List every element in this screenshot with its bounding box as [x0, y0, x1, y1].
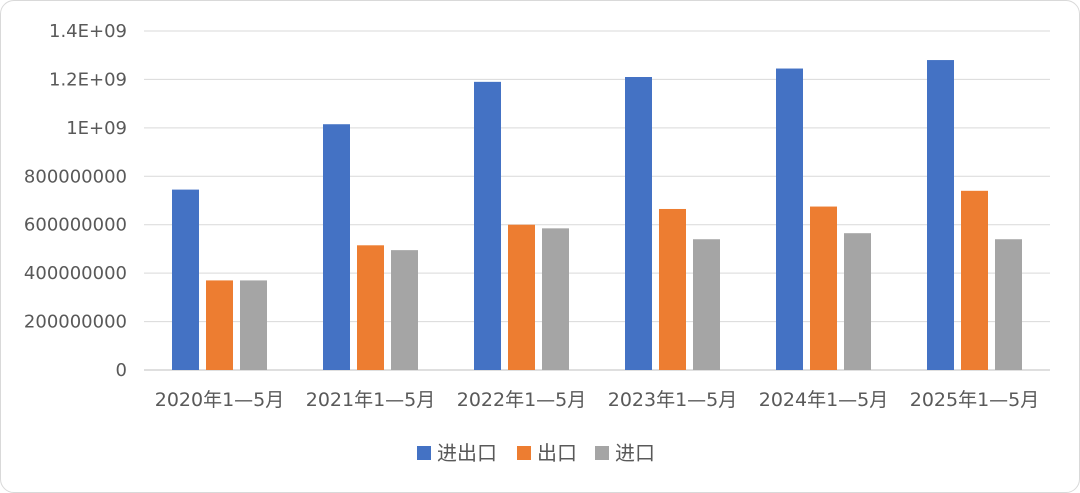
bar-export [206, 280, 233, 370]
bars [172, 60, 1022, 371]
y-tick-label: 1.4E+09 [49, 21, 127, 42]
bar-import-export [625, 77, 652, 370]
x-category-label: 2021年1—5月 [306, 389, 436, 411]
bar-export [357, 245, 384, 370]
legend-label: 出口 [537, 441, 577, 465]
y-tick-label: 800000000 [24, 166, 127, 187]
bar-import [391, 250, 418, 370]
bar-import [542, 228, 569, 370]
x-category-label: 2025年1—5月 [910, 389, 1040, 411]
x-category-label: 2024年1—5月 [759, 389, 889, 411]
legend-swatch [417, 446, 431, 460]
x-category-label: 2023年1—5月 [608, 389, 738, 411]
x-category-label: 2020年1—5月 [155, 389, 285, 411]
bar-import-export [172, 189, 199, 370]
legend-label: 进出口 [437, 441, 497, 465]
bar-import-export [927, 60, 954, 371]
legend-swatch [595, 446, 609, 460]
bar-import-export [474, 81, 501, 370]
bar-import [995, 239, 1022, 370]
bar-import [240, 280, 267, 370]
gridlines [144, 30, 1050, 371]
x-category-label: 2022年1—5月 [457, 389, 587, 411]
legend-swatch [517, 446, 531, 460]
bar-import-export [776, 68, 803, 371]
legend: 进出口 出口 进口 [417, 441, 655, 465]
bar-export [659, 208, 686, 370]
bar-export [508, 224, 535, 370]
y-axis-ticks: 0 200000000 400000000 600000000 800000000 1E+… [24, 21, 127, 381]
bar-export [961, 190, 988, 370]
y-tick-label: 400000000 [24, 263, 127, 284]
bar-import [844, 233, 871, 370]
y-tick-label: 0 [116, 360, 127, 381]
y-tick-label: 600000000 [24, 215, 127, 236]
bar-export [810, 206, 837, 370]
y-tick-label: 1E+09 [66, 118, 127, 139]
y-tick-label: 1.2E+09 [49, 69, 127, 90]
y-tick-label: 200000000 [24, 312, 127, 333]
legend-label: 进口 [615, 441, 655, 465]
x-axis: 2020年1—5月 2021年1—5月 2022年1—5月 2023年1—5月 2024… [155, 389, 1040, 411]
bar-import-export [323, 124, 350, 370]
bar-import [693, 239, 720, 370]
